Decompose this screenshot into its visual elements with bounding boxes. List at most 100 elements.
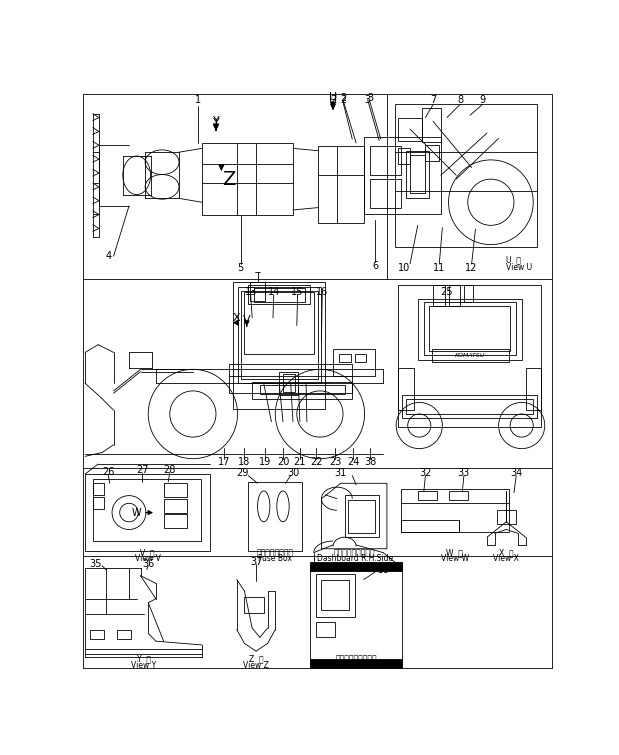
Bar [238, 287, 321, 384]
Text: 27: 27 [136, 465, 149, 475]
Text: 29: 29 [236, 468, 249, 478]
Text: 19: 19 [259, 457, 271, 467]
Bar [422, 107, 441, 142]
Bar [370, 146, 400, 175]
Bar [248, 285, 310, 304]
Bar [449, 491, 468, 501]
Text: 10: 10 [398, 263, 410, 273]
Bar [118, 630, 131, 639]
Bar [364, 137, 441, 214]
Text: 34: 34 [510, 468, 522, 478]
Text: Y: Y [212, 118, 219, 128]
Text: ダッシュボード右側: ダッシュボード右側 [334, 548, 375, 557]
Text: 2: 2 [340, 94, 346, 103]
Text: 33: 33 [458, 468, 470, 478]
Bar [310, 564, 402, 664]
Text: ダッシュボード左側: ダッシュボード左側 [335, 655, 377, 664]
Bar [279, 371, 298, 395]
Bar [497, 510, 516, 524]
Text: 30: 30 [287, 468, 299, 478]
Bar [400, 520, 459, 532]
Bar [418, 491, 437, 501]
Text: 35: 35 [90, 559, 102, 569]
Text: 8: 8 [457, 95, 463, 105]
Bar [424, 302, 516, 355]
Text: 2: 2 [340, 95, 346, 105]
Bar [399, 148, 410, 164]
Text: W: W [132, 507, 142, 518]
Text: 4: 4 [105, 251, 111, 261]
Text: KOMATSU: KOMATSU [455, 353, 485, 358]
Text: 7: 7 [430, 95, 436, 105]
Bar [93, 479, 201, 541]
Bar [449, 285, 460, 307]
Text: 24: 24 [347, 457, 359, 467]
Bar [339, 354, 351, 362]
Text: 13: 13 [245, 288, 257, 297]
Text: 28: 28 [163, 465, 176, 475]
Text: View U: View U [506, 263, 532, 273]
Text: 26: 26 [102, 467, 115, 476]
Text: View Y: View Y [131, 661, 156, 670]
Text: U: U [329, 95, 337, 105]
Text: 36: 36 [142, 559, 154, 569]
Text: 1: 1 [195, 95, 201, 105]
Bar [202, 143, 293, 215]
Text: Z: Z [222, 170, 236, 189]
Text: 2: 2 [330, 95, 336, 105]
Bar [321, 580, 349, 610]
Bar [163, 499, 187, 513]
Text: 11: 11 [433, 263, 446, 273]
Bar [316, 622, 335, 637]
Text: 6: 6 [372, 261, 378, 271]
Bar [260, 385, 345, 394]
Bar [348, 501, 375, 532]
Bar [399, 368, 414, 410]
Bar [345, 495, 379, 538]
Bar [406, 151, 429, 199]
Bar [400, 489, 509, 532]
Text: 5: 5 [238, 263, 244, 273]
Text: 16: 16 [316, 288, 328, 297]
Bar [425, 144, 439, 162]
Bar [252, 382, 352, 399]
Bar [310, 562, 402, 571]
Bar [90, 630, 105, 639]
Text: ヒューズボックス: ヒューズボックス [257, 548, 294, 557]
Bar [241, 291, 318, 379]
Text: 14: 14 [267, 288, 280, 297]
Text: View X: View X [493, 554, 519, 563]
Bar [333, 349, 375, 375]
Text: 39: 39 [377, 565, 389, 575]
Bar [93, 483, 105, 495]
Text: 25: 25 [441, 288, 453, 297]
Bar [406, 399, 533, 414]
Text: 20: 20 [277, 457, 289, 467]
Bar [395, 104, 537, 247]
Text: 18: 18 [238, 457, 251, 467]
Bar [431, 349, 509, 362]
Bar [399, 285, 541, 427]
Text: 22: 22 [310, 457, 322, 467]
Bar [229, 364, 352, 393]
Text: Y: Y [212, 116, 219, 126]
Text: Dashboard L.H.Side: Dashboard L.H.Side [319, 661, 394, 670]
Bar [245, 292, 314, 354]
Text: V  横: V 横 [140, 548, 155, 557]
Bar [310, 659, 402, 668]
Text: U  横: U 横 [506, 255, 521, 264]
Text: 15: 15 [292, 288, 304, 297]
Bar [418, 298, 522, 360]
Bar [433, 285, 444, 307]
Bar [254, 288, 305, 301]
Bar [250, 282, 266, 300]
Text: 32: 32 [419, 468, 431, 478]
Bar [163, 483, 187, 497]
Text: 12: 12 [465, 263, 478, 273]
Text: 17: 17 [217, 457, 230, 467]
Bar [316, 574, 355, 617]
Bar [526, 368, 541, 410]
Text: V: V [243, 315, 251, 325]
Text: View V: View V [134, 554, 160, 563]
Bar [93, 497, 105, 509]
